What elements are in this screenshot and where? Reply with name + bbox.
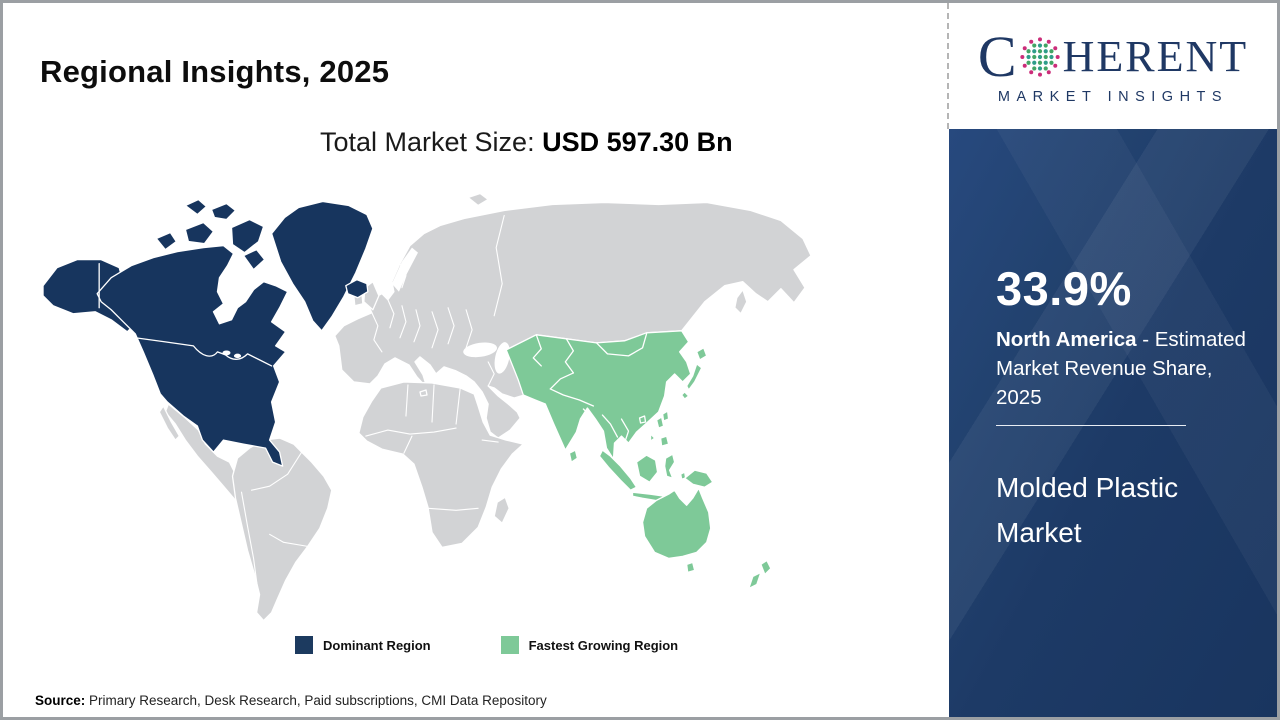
map-borders-north-america	[98, 262, 273, 367]
map-borders-gray	[240, 214, 505, 590]
map-region-rest-of-world	[158, 192, 812, 621]
total-market-size-label: Total Market Size:	[320, 127, 535, 157]
brand-logo-tagline: MARKET INSIGHTS	[997, 88, 1229, 105]
vertical-dashed-divider	[947, 3, 949, 129]
map-region-north-america	[42, 198, 374, 467]
legend-label-fastest-growing: Fastest Growing Region	[528, 637, 679, 653]
dominant-region-name: North America	[996, 328, 1137, 351]
share-description-text: - Estimated Market Revenue Share, 2025	[996, 328, 1246, 409]
source-note: Source: Primary Research, Desk Research,…	[35, 693, 547, 708]
brand-logo-rest: HERENT	[1062, 31, 1249, 81]
total-market-size: Total Market Size: USD 597.30 Bn	[320, 127, 733, 158]
map-legend: Dominant Region Fastest Growing Region	[295, 636, 678, 654]
legend-swatch-fastest-growing	[500, 636, 519, 654]
market-name: Molded Plastic Market	[996, 472, 1179, 548]
brand-logo-wordmark: C HER	[977, 23, 1249, 89]
globe-dots-icon	[1019, 36, 1060, 77]
sidebar-divider-line	[996, 425, 1186, 426]
map-region-asia-pacific	[505, 330, 772, 590]
world-map-container	[35, 189, 817, 621]
legend-item-dominant-region: Dominant Region	[295, 636, 431, 654]
page-title: Regional Insights, 2025	[40, 53, 390, 89]
source-text: Primary Research, Desk Research, Paid su…	[89, 693, 547, 708]
world-map	[42, 192, 812, 621]
brand-logo: C HER	[949, 3, 1277, 129]
legend-item-fastest-growing-region: Fastest Growing Region	[500, 636, 679, 654]
market-share-value: 33.9%	[996, 262, 1132, 315]
map-borders-asia-pacific	[532, 333, 648, 441]
sidebar-panel: 33.9% North America - Estimated Market R…	[949, 129, 1277, 717]
legend-label-dominant: Dominant Region	[323, 637, 431, 653]
source-label: Source:	[35, 693, 86, 708]
brand-logo-letter-c: C	[977, 23, 1017, 89]
great-lakes	[222, 350, 242, 359]
total-market-size-value: USD 597.30 Bn	[542, 127, 733, 157]
map-seas	[391, 247, 510, 374]
market-share-description: North America - Estimated Market Revenue…	[996, 325, 1258, 412]
legend-swatch-dominant	[295, 636, 313, 654]
